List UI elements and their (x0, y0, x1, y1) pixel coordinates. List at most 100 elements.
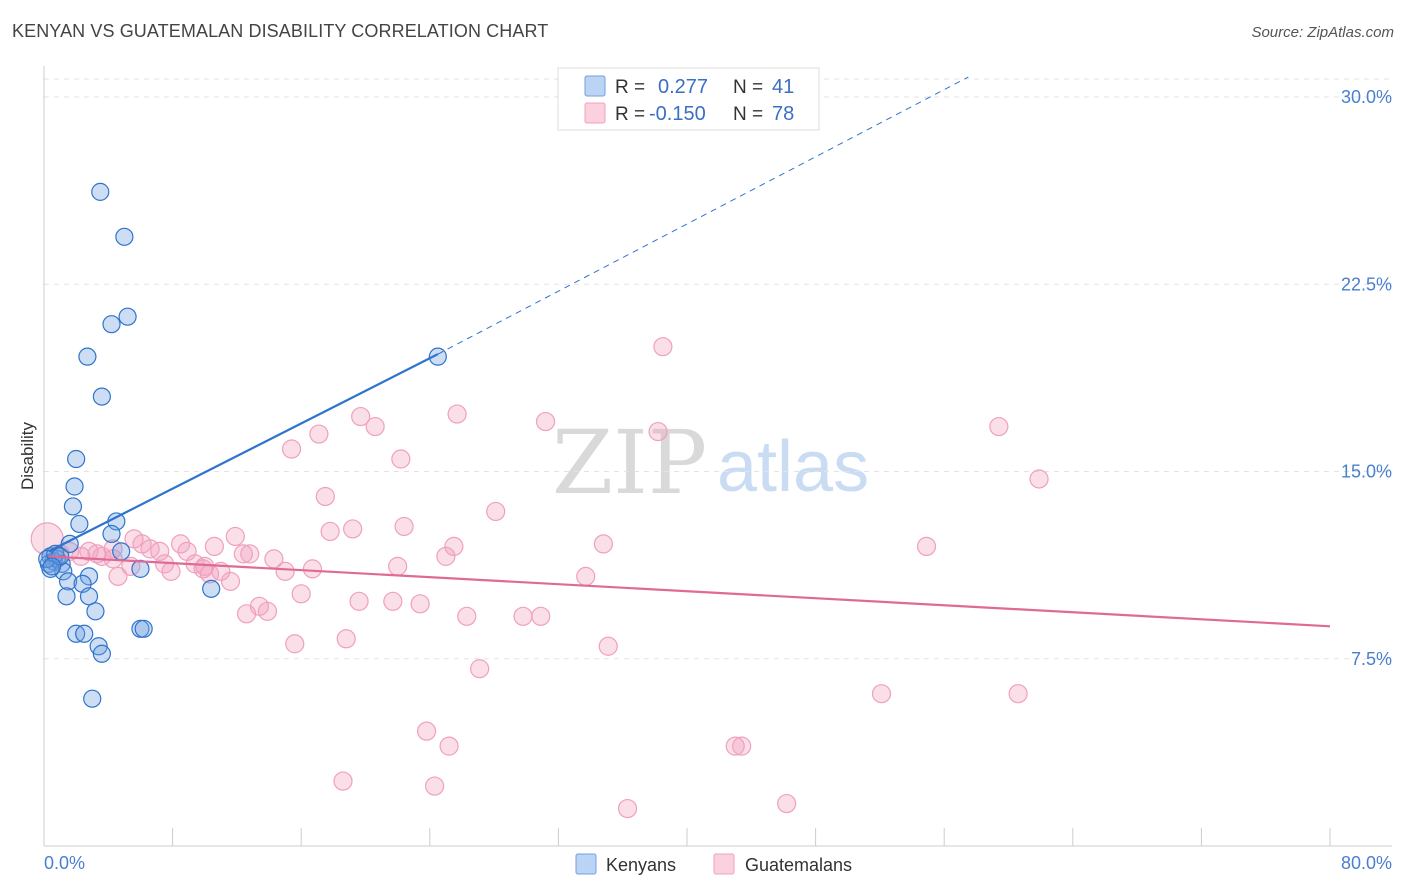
legend-guatemalans-r-label: R = (615, 104, 645, 125)
guatemalan-point (871, 684, 892, 704)
legend-kenyans-n-label: N = (733, 77, 763, 98)
guatemalan-point (108, 566, 128, 586)
guatemalan-point (535, 411, 556, 432)
guatemalan-point (257, 601, 278, 621)
kenyan-point (112, 542, 131, 561)
guatemalan-point (531, 606, 551, 626)
chart-title: KENYAN VS GUATEMALAN DISABILITY CORRELAT… (12, 21, 549, 41)
guatemalan-point (1008, 684, 1028, 704)
guatemalan-point (302, 559, 323, 579)
y-tick-label: 22.5% (1341, 274, 1392, 294)
guatemalan-point (447, 404, 467, 424)
kenyan-point (118, 307, 137, 326)
guatemalan-point (725, 736, 745, 756)
guatemalan-point (394, 516, 414, 537)
guatemalan-point (333, 771, 353, 791)
legend-kenyans-n-value: 41 (772, 76, 794, 98)
guatemalan-point (233, 544, 253, 564)
kenyan-point (134, 619, 153, 638)
kenyan-point (131, 559, 150, 578)
kenyan-point (202, 579, 221, 598)
gridlines (44, 78, 1392, 660)
x-ticks (43, 828, 1331, 846)
guatemalan-point (513, 606, 533, 626)
kenyans-trend-extension (437, 76, 969, 355)
guatemalan-point (320, 521, 340, 542)
y-tick-label: 7.5% (1351, 649, 1392, 669)
kenyan-point (79, 567, 99, 586)
guatemalan-point (225, 526, 245, 547)
kenyans-points (38, 182, 447, 708)
x-tick-label-max: 80.0% (1341, 853, 1392, 873)
guatemalan-point (309, 424, 329, 444)
kenyan-point (102, 524, 121, 544)
watermark-zip: ZIP (552, 411, 707, 514)
guatemalan-point (916, 536, 937, 557)
guatemalan-point (388, 556, 408, 576)
kenyan-point (115, 227, 134, 246)
kenyan-point (59, 572, 78, 591)
kenyan-point (102, 315, 121, 334)
source-credit: Source: ZipAtlas.com (1251, 24, 1394, 41)
guatemalan-point (275, 561, 295, 581)
kenyan-point (86, 602, 105, 621)
guatemalan-point (391, 449, 411, 469)
legend-guatemalans-n-label: N = (733, 104, 763, 125)
guatemalan-point (410, 594, 430, 614)
guatemalan-point (204, 536, 224, 557)
correlation-legend: R = 0.277 N = 41 R = -0.150 N = 78 (557, 67, 820, 131)
guatemalan-point (150, 541, 170, 561)
bottom-legend-kenyans-label: Kenyans (606, 855, 676, 875)
guatemalan-point (220, 571, 241, 591)
guatemalan-point (648, 421, 668, 442)
guatemalan-point (285, 634, 305, 654)
guatemalan-point (457, 606, 477, 626)
y-tick-label: 15.0% (1341, 462, 1392, 482)
guatemalan-point (989, 416, 1009, 437)
guatemalan-point (315, 486, 335, 507)
guatemalan-point (416, 721, 437, 741)
guatemalan-point (593, 534, 614, 554)
y-axis-title: Disability (18, 421, 37, 490)
bottom-legend-guatemalans-swatch (713, 853, 735, 875)
guatemalan-point (92, 546, 112, 566)
guatemalan-point (124, 529, 144, 549)
guatemalan-point (617, 798, 638, 819)
bottom-legend-guatemalans-label: Guatemalans (745, 855, 852, 875)
legend-guatemalans-r-value: -0.150 (649, 103, 706, 125)
guatemalan-point (79, 541, 99, 561)
guatemalan-point (351, 406, 371, 427)
watermark-atlas: atlas (717, 427, 869, 507)
guatemalan-point (281, 439, 302, 459)
kenyan-point (65, 477, 84, 496)
legend-kenyans-swatch (584, 75, 606, 97)
guatemalan-point (777, 793, 797, 814)
y-tick-labels: 7.5% 15.0% 22.5% 30.0% (1341, 87, 1392, 669)
guatemalan-point (732, 736, 752, 756)
guatemalan-point (171, 534, 191, 554)
guatemalan-point (470, 659, 490, 679)
guatemalan-point (486, 501, 506, 522)
kenyan-point (91, 182, 110, 201)
guatemalan-point (425, 776, 445, 796)
kenyans-trendline (48, 353, 439, 553)
guatemalans-trendline (48, 555, 1331, 628)
legend-guatemalans-n-value: 78 (772, 103, 794, 125)
guatemalan-point (343, 519, 363, 539)
y-tick-label: 30.0% (1341, 87, 1392, 107)
guatemalan-point (383, 591, 403, 611)
kenyan-point (75, 624, 94, 643)
trendlines (48, 76, 1331, 628)
guatemalan-point (444, 536, 464, 557)
guatemalan-point (240, 544, 260, 564)
guatemalan-point (291, 584, 311, 604)
guatemalan-point (161, 561, 181, 581)
legend-kenyans-r-value: 0.277 (658, 76, 708, 98)
guatemalan-point (653, 337, 673, 357)
guatemalan-point (193, 559, 213, 579)
guatemalan-point (439, 736, 459, 756)
kenyan-point (92, 644, 111, 663)
guatemalans-points (30, 337, 1049, 819)
kenyan-point (78, 347, 97, 366)
kenyan-point (92, 387, 111, 406)
